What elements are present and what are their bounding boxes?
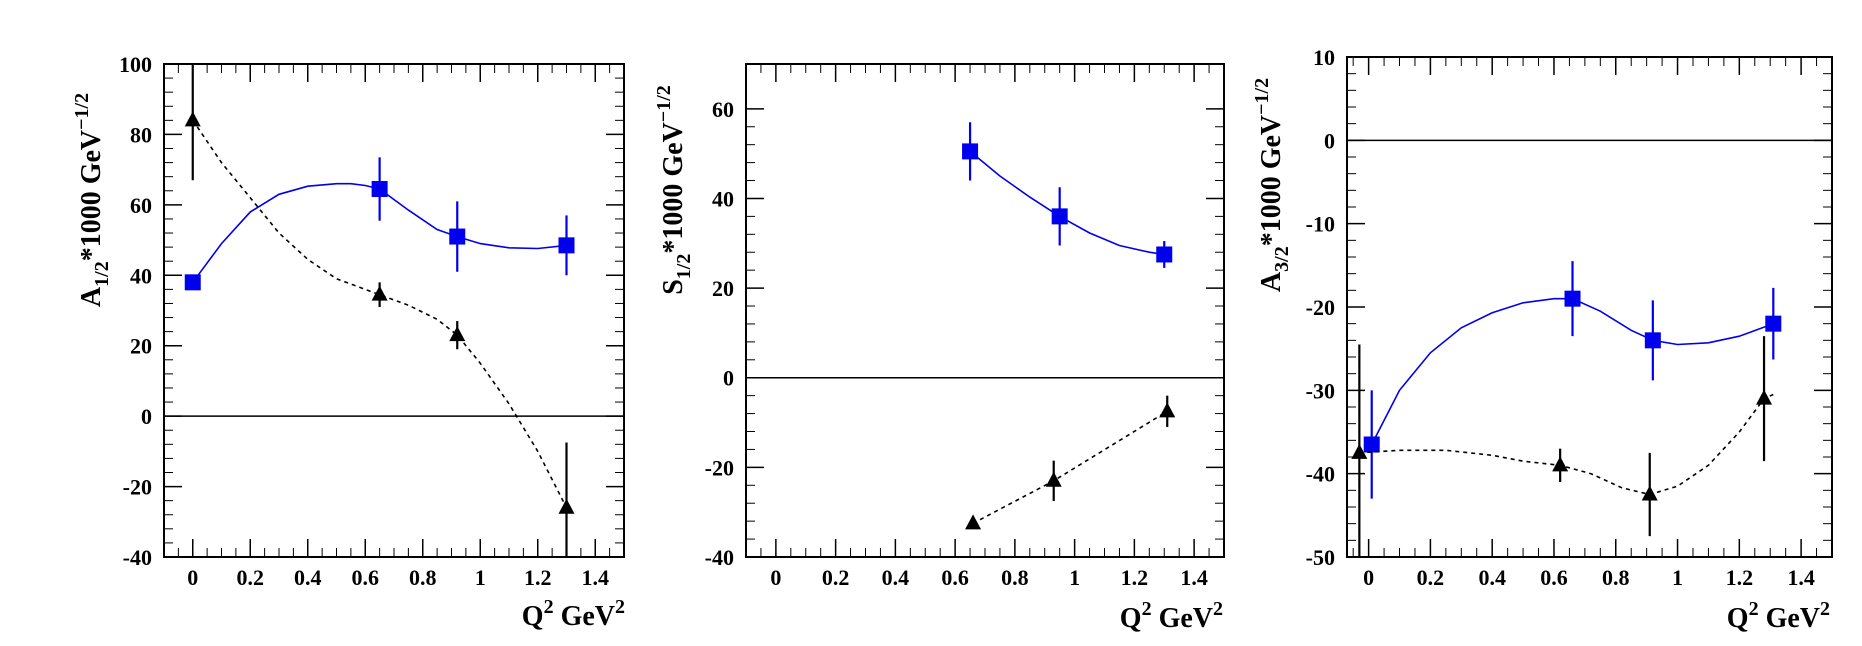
y-tick-label: -20	[1306, 295, 1335, 320]
data-point-square	[1156, 246, 1173, 263]
data-point-triangle	[371, 285, 388, 301]
y-tick-label: 10	[1313, 45, 1335, 70]
x-tick-label: 0	[770, 565, 781, 590]
x-tick-label: 0.2	[822, 565, 850, 590]
y-tick-label: 20	[130, 334, 152, 359]
model-curve-dashed	[1359, 393, 1774, 496]
data-point-square	[371, 181, 388, 198]
x-tick-label: 1	[1672, 565, 1683, 590]
x-tick-label: 0.8	[409, 565, 437, 590]
model-curve-dashed	[972, 410, 1168, 525]
y-tick-label: 0	[141, 404, 152, 429]
y-tick-label: 100	[119, 52, 152, 77]
x-tick-label: 1.2	[1121, 565, 1149, 590]
panel-a12-chart: A1/2*1000 GeV−1/2 Q2 GeV2 -40 -20 0 20 40 60 8…	[71, 52, 625, 632]
data-point-square	[962, 143, 979, 160]
x-tick-label: 1.4	[582, 565, 610, 590]
y-axis-label: S1/2*1000 GeV−1/2	[653, 85, 695, 295]
x-tick-label: 1.2	[1726, 565, 1754, 590]
data-point-triangle	[1756, 389, 1773, 405]
x-tick-label: 1.4	[1180, 565, 1208, 590]
y-tick-label: 80	[130, 122, 152, 147]
y-tick-label: -30	[1306, 378, 1335, 403]
x-tick-label: 0.6	[941, 565, 969, 590]
y-tick-label: 0	[723, 366, 734, 391]
y-tick-label: -20	[705, 455, 734, 480]
x-tick-label: 0.4	[1478, 565, 1506, 590]
x-tick-label: 1.4	[1787, 565, 1815, 590]
x-tick-label: 0.2	[1417, 565, 1445, 590]
model-curve-dashed	[192, 119, 568, 509]
data-point-square	[184, 274, 201, 291]
data-point-square	[1765, 315, 1782, 332]
x-tick-label: 0	[1363, 565, 1374, 590]
data-point-triangle	[184, 111, 201, 127]
y-tick-label: -10	[1306, 212, 1335, 237]
data-point-square	[558, 237, 575, 254]
panel-a32-chart: A3/2*1000 GeV−1/2 Q2 GeV2 -50 -40 -30 -20 -1…	[1251, 45, 1833, 634]
y-tick-label: -50	[1306, 545, 1335, 570]
data-point-triangle	[558, 498, 575, 514]
y-tick-label: 40	[130, 263, 152, 288]
x-tick-label: 0.6	[1540, 565, 1568, 590]
data-point-square	[1051, 208, 1068, 225]
x-tick-label: 0.4	[294, 565, 322, 590]
y-tick-label: 40	[712, 186, 734, 211]
y-tick-label: 60	[130, 193, 152, 218]
y-axis-label: A1/2*1000 GeV−1/2	[71, 93, 113, 307]
x-tick-label: 0.8	[1602, 565, 1630, 590]
x-tick-label: 0.2	[237, 565, 265, 590]
x-tick-label: 0	[187, 565, 198, 590]
x-axis-label: Q2 GeV2	[1727, 598, 1830, 634]
x-tick-label: 0.8	[1001, 565, 1029, 590]
y-tick-label: 0	[1324, 128, 1335, 153]
y-tick-label: 60	[712, 97, 734, 122]
data-point-triangle	[449, 326, 466, 342]
data-point-square	[1564, 290, 1581, 307]
data-point-triangle	[965, 514, 982, 530]
data-point-triangle	[1159, 402, 1176, 418]
data-point-square	[449, 228, 466, 245]
data-point-square	[1363, 436, 1380, 453]
x-tick-label: 1	[1069, 565, 1080, 590]
panel-s12-chart: S1/2*1000 GeV−1/2 Q2 GeV2 -40 -20 0 20 40 60 0…	[653, 63, 1225, 634]
plot-frame	[745, 63, 1225, 558]
x-tick-label: 1	[475, 565, 486, 590]
data-point-triangle	[1045, 471, 1062, 487]
y-tick-label: -40	[705, 545, 734, 570]
model-curve-blue	[969, 150, 1165, 256]
y-tick-label: -20	[123, 475, 152, 500]
y-tick-label: -40	[1306, 462, 1335, 487]
x-tick-label: 0.6	[352, 565, 380, 590]
x-axis-label: Q2 GeV2	[522, 596, 625, 632]
data-point-triangle	[1552, 456, 1569, 472]
data-point-triangle	[1351, 443, 1368, 459]
x-tick-label: 0.4	[882, 565, 910, 590]
plot-frame	[163, 63, 625, 558]
data-point-triangle	[1641, 485, 1658, 501]
y-tick-label: -40	[123, 545, 152, 570]
y-axis-label: A3/2*1000 GeV−1/2	[1251, 78, 1293, 292]
data-point-square	[1644, 332, 1661, 349]
x-tick-label: 1.2	[524, 565, 552, 590]
y-tick-label: 20	[712, 276, 734, 301]
x-axis-label: Q2 GeV2	[1120, 598, 1223, 634]
